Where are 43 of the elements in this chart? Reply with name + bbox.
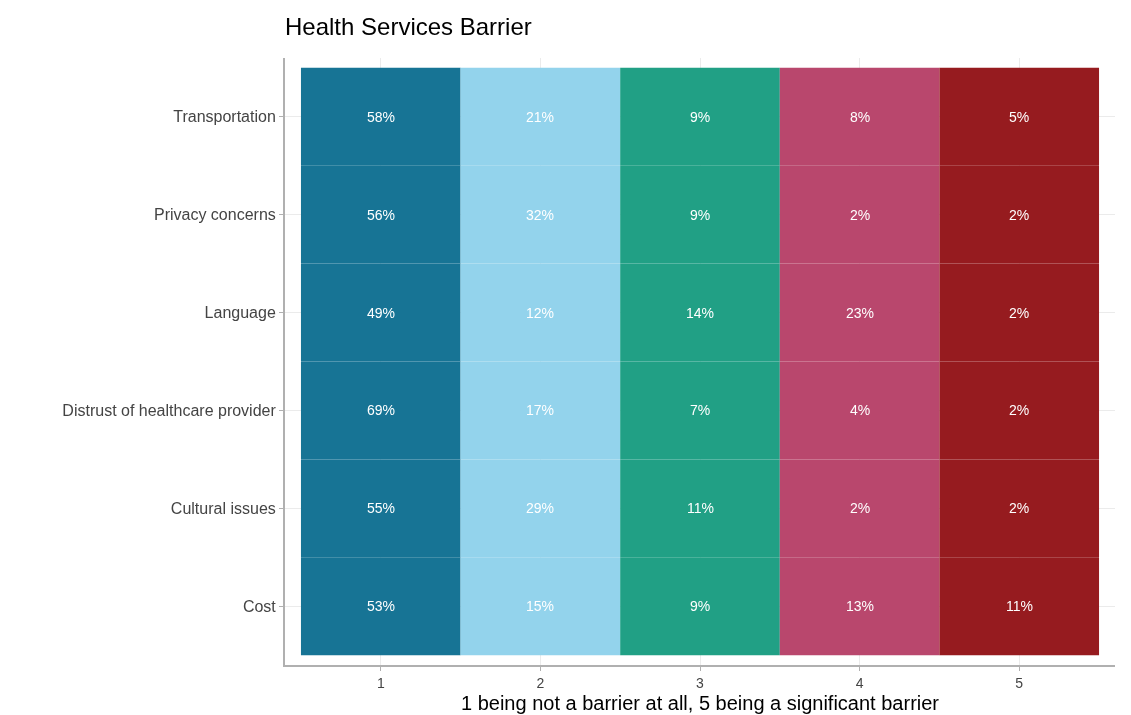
x-tick-label: 5 <box>1015 674 1024 691</box>
data-label: 53% <box>367 598 396 614</box>
x-axis-title: 1 being not a barrier at all, 5 being a significant barrier <box>460 691 940 714</box>
data-label: 13% <box>846 598 875 614</box>
data-label: 12% <box>526 305 555 321</box>
data-label: 69% <box>367 402 396 418</box>
y-tick-label: Transportation <box>173 108 276 126</box>
data-label: 23% <box>846 305 875 321</box>
data-label: 15% <box>526 598 555 614</box>
data-label: 29% <box>526 500 555 516</box>
data-label: 2% <box>1009 500 1030 516</box>
data-label: 7% <box>690 402 711 418</box>
data-label: 9% <box>690 207 711 223</box>
data-label: 58% <box>367 109 396 125</box>
data-label: 2% <box>850 207 871 223</box>
data-label: 9% <box>690 109 711 125</box>
y-tick-label: Language <box>204 304 276 322</box>
x-tick-label: 3 <box>696 674 705 691</box>
chart-title: Health Services Barrier <box>285 12 532 40</box>
data-label: 9% <box>690 598 711 614</box>
data-label: 11% <box>687 500 714 516</box>
data-label: 17% <box>526 402 555 418</box>
data-label: 2% <box>1009 305 1030 321</box>
data-label: 14% <box>686 305 715 321</box>
data-label: 5% <box>1009 109 1030 125</box>
data-label: 21% <box>526 109 555 125</box>
data-label: 55% <box>367 500 396 516</box>
data-label: 8% <box>850 109 871 125</box>
y-tick-label: Distrust of healthcare provider <box>62 402 277 420</box>
y-tick-label: Privacy concerns <box>153 206 276 224</box>
data-label: 4% <box>850 402 871 418</box>
y-tick-label: Cultural issues <box>170 499 276 517</box>
data-label: 49% <box>367 305 396 321</box>
data-label: 56% <box>367 207 396 223</box>
y-tick-label: Cost <box>242 597 277 615</box>
data-label: 11% <box>1006 598 1033 614</box>
data-label: 32% <box>526 207 555 223</box>
data-label: 2% <box>1009 402 1030 418</box>
data-label: 2% <box>850 500 871 516</box>
x-tick-label: 2 <box>536 674 545 691</box>
x-tick-label: 4 <box>855 674 864 691</box>
x-tick-label: 1 <box>376 674 385 691</box>
data-label: 2% <box>1009 207 1030 223</box>
